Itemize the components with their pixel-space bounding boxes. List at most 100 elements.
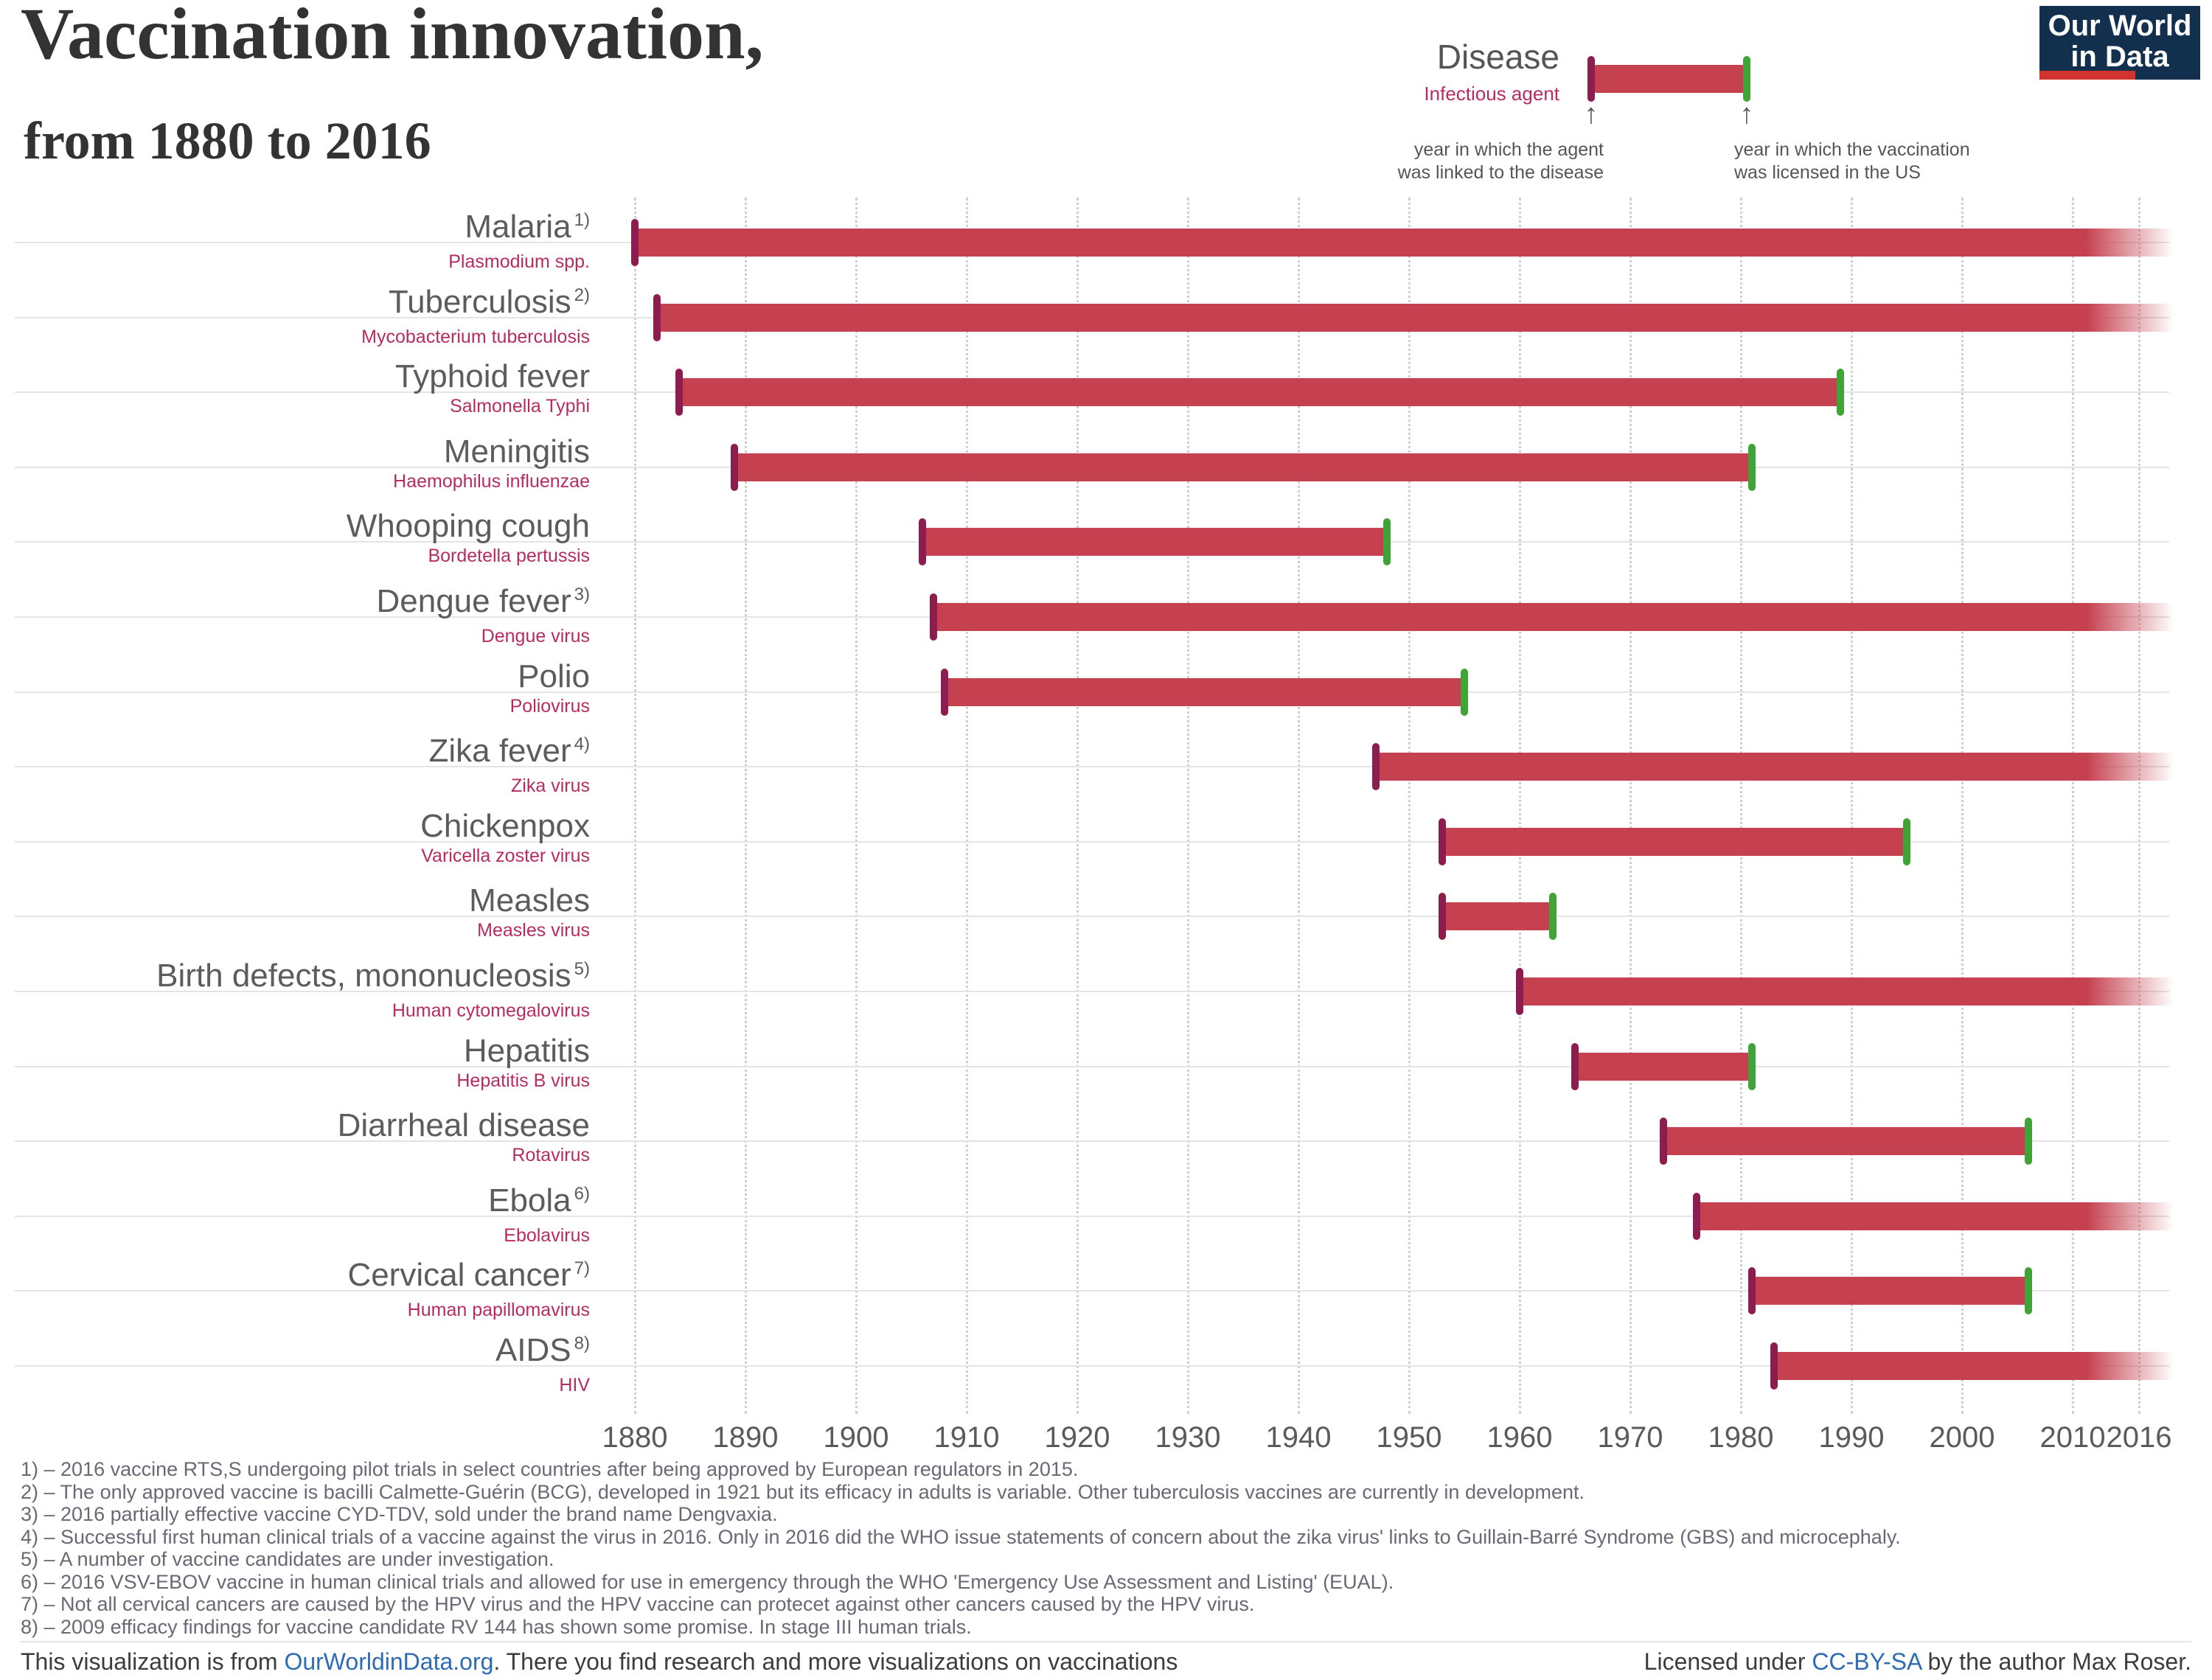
axis-tick-label: 1910 <box>933 1421 1000 1454</box>
agent-linked-tick <box>1571 1042 1579 1090</box>
row-gridline <box>15 1140 2169 1143</box>
vaccine-licensed-tick <box>1383 518 1391 566</box>
legend-note-line: was linked to the disease <box>1397 162 1604 183</box>
agent-label: Salmonella Typhi <box>450 396 590 417</box>
agent-linked-tick <box>675 369 683 416</box>
footer-text: This visualization is from <box>21 1648 285 1675</box>
disease-row-labels: Birth defects, mononucleosis 5) Human cyto… <box>0 958 590 1022</box>
axis-tick-label: 2010 <box>2039 1421 2106 1454</box>
footnote-marker: 8) <box>574 1334 590 1353</box>
owid-logo-red-bar <box>2039 71 2135 80</box>
agent-label: Rotavirus <box>512 1145 590 1166</box>
decade-gridline <box>2138 198 2140 1414</box>
decade-gridline <box>1519 198 1521 1414</box>
legend-sample-bar <box>1594 65 1746 93</box>
footnote: 1) – 2016 vaccine RTS,S undergoing pilot… <box>21 1458 1079 1480</box>
timeline-bar <box>1442 827 1907 856</box>
agent-label: Bordetella pertussis <box>428 546 590 567</box>
page-subtitle: from 1880 to 2016 <box>24 111 431 170</box>
footnote-marker: 6) <box>574 1183 590 1204</box>
timeline-bar <box>734 453 1752 481</box>
agent-linked-tick <box>1748 1267 1756 1315</box>
agent-linked-tick <box>1439 893 1446 941</box>
row-gridline <box>15 916 2169 918</box>
disease-label: Zika fever 4) <box>428 733 590 770</box>
timeline-bar <box>679 378 1840 407</box>
footnote: 6) – 2016 VSV-EBOV vaccine in human clin… <box>21 1570 1394 1593</box>
vaccine-licensed-tick <box>1461 668 1468 716</box>
agent-label: Dengue virus <box>481 626 590 646</box>
agent-label: Ebolavirus <box>504 1224 590 1246</box>
row-gridline <box>15 242 2169 243</box>
legend-note-vaccine-licensed: year in which the vaccination was licens… <box>1734 139 2191 184</box>
disease-row-labels: Ebola 6) Ebolavirus <box>0 1182 590 1247</box>
agent-linked-tick <box>653 293 661 341</box>
vaccine-licensed-tick <box>2025 1118 2032 1165</box>
owid-link[interactable]: OurWorldinData.org <box>284 1648 494 1675</box>
disease-row-labels: Diarrheal disease Rotavirus <box>0 1107 590 1166</box>
row-gridline <box>15 466 2169 468</box>
agent-linked-tick <box>731 443 738 491</box>
owid-logo-line1: Our World <box>2048 10 2192 42</box>
agent-linked-tick <box>1516 968 1523 1015</box>
decade-gridline <box>855 198 858 1414</box>
timeline-bar <box>1520 977 2174 1005</box>
disease-label: Malaria 1) <box>465 209 590 245</box>
legend-note-line: year in which the vaccination <box>1734 139 1970 160</box>
footer-text: Licensed under <box>1644 1648 1812 1675</box>
timeline-bar <box>1376 753 2174 781</box>
agent-linked-tick <box>1439 818 1446 865</box>
legend-vaccine-licensed-tick <box>1743 56 1750 102</box>
footnote-marker: 3) <box>574 585 590 604</box>
timeline-bar <box>1442 902 1553 931</box>
footer: This visualization is from OurWorldinDat… <box>21 1641 2191 1676</box>
disease-label: Diarrheal disease <box>337 1107 590 1144</box>
agent-label: Varicella zoster virus <box>421 845 590 866</box>
agent-linked-tick <box>919 518 926 566</box>
footnote-marker: 7) <box>574 1258 590 1279</box>
owid-logo: Our World in Data <box>2039 6 2200 80</box>
disease-row-labels: Meningitis Haemophilus influenzae <box>0 433 590 492</box>
disease-label: Polio <box>518 658 590 694</box>
footnote-marker: 1) <box>574 210 590 230</box>
disease-label: Measles <box>469 882 590 919</box>
disease-label: Typhoid fever <box>394 358 590 395</box>
legend-disease-label: Disease <box>1436 38 1559 76</box>
license-link[interactable]: CC-BY-SA <box>1812 1648 1921 1675</box>
disease-row-labels: Tuberculosis 2) Mycobacterium tuberculosis <box>0 284 590 348</box>
decade-gridline <box>1740 198 1742 1414</box>
agent-linked-tick <box>941 668 948 716</box>
agent-label: Zika virus <box>511 775 590 797</box>
row-gridline <box>15 691 2169 693</box>
axis-tick-label: 1900 <box>823 1421 889 1454</box>
agent-linked-tick <box>1372 743 1380 791</box>
footer-text: . There you find research and more visua… <box>493 1648 1178 1675</box>
footnote: 3) – 2016 partially effective vaccine CY… <box>21 1503 778 1525</box>
disease-row-labels: Whooping cough Bordetella pertussis <box>0 508 590 567</box>
agent-label: Human papillomavirus <box>407 1300 590 1321</box>
agent-label: Haemophilus influenzae <box>393 470 590 492</box>
timeline-bar <box>635 229 2174 257</box>
footnote: 7) – Not all cervical cancers are caused… <box>21 1593 1255 1615</box>
row-gridline <box>15 1215 2169 1217</box>
timeline-bar <box>922 528 1387 557</box>
decade-gridline <box>1298 198 1300 1414</box>
axis-tick-label: 2000 <box>1929 1421 1995 1454</box>
vaccine-licensed-tick <box>1549 893 1557 941</box>
vaccine-licensed-tick <box>1903 818 1910 865</box>
footnote: 2) – The only approved vaccine is bacill… <box>21 1480 1585 1503</box>
axis-tick-label: 1930 <box>1155 1421 1221 1454</box>
axis-tick-label: 1960 <box>1486 1421 1553 1454</box>
agent-linked-tick <box>1660 1118 1667 1165</box>
vaccine-licensed-tick <box>1748 1042 1756 1090</box>
footnote-marker: 2) <box>574 285 590 305</box>
agent-linked-tick <box>1693 1192 1700 1240</box>
timeline-bar <box>1575 1052 1752 1081</box>
axis-tick-label: 1940 <box>1265 1421 1332 1454</box>
row-gridline <box>15 1290 2169 1292</box>
disease-label: Meningitis <box>443 433 590 470</box>
disease-row-labels: Dengue fever 3) Dengue virus <box>0 583 590 647</box>
axis-tick-label: 1980 <box>1708 1421 1774 1454</box>
